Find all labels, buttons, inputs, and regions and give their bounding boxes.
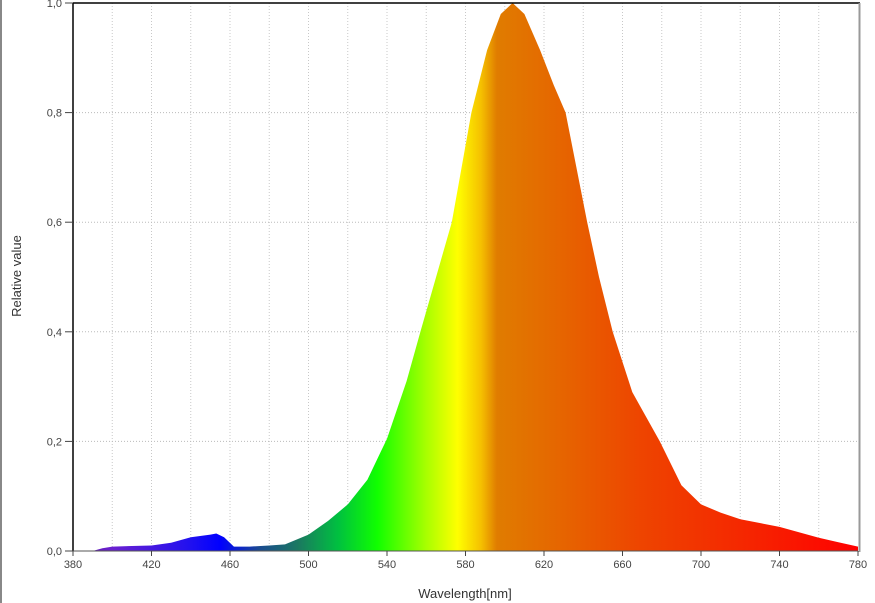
x-tick-label: 740 [770, 559, 788, 571]
x-tick-labels: 380 420 460 500 540 580 620 660 700 740 780 [64, 551, 867, 571]
y-axis-label: Relative value [9, 235, 24, 317]
x-tick-label: 540 [378, 559, 396, 571]
y-tick-label: 0,2 [47, 436, 62, 448]
x-tick-label: 500 [299, 559, 317, 571]
x-tick-label: 580 [456, 559, 474, 571]
x-tick-label: 660 [613, 559, 631, 571]
y-tick-label: 1,0 [47, 0, 62, 10]
y-tick-label: 0,0 [47, 546, 62, 558]
x-tick-label: 380 [64, 559, 82, 571]
x-tick-label: 460 [221, 559, 239, 571]
y-tick-label: 0,4 [47, 327, 62, 339]
window-border-left [0, 0, 2, 603]
y-tick-label: 0,6 [47, 217, 62, 229]
spectrum-area [73, 3, 858, 551]
x-tick-label: 620 [535, 559, 553, 571]
y-tick-labels: 0,0 0,2 0,4 0,6 0,8 1,0 [47, 0, 73, 558]
x-axis-label: Wavelength[nm] [418, 586, 511, 601]
x-tick-label: 700 [692, 559, 710, 571]
y-tick-label: 0,8 [47, 108, 62, 120]
x-tick-label: 780 [849, 559, 867, 571]
x-tick-label: 420 [142, 559, 160, 571]
